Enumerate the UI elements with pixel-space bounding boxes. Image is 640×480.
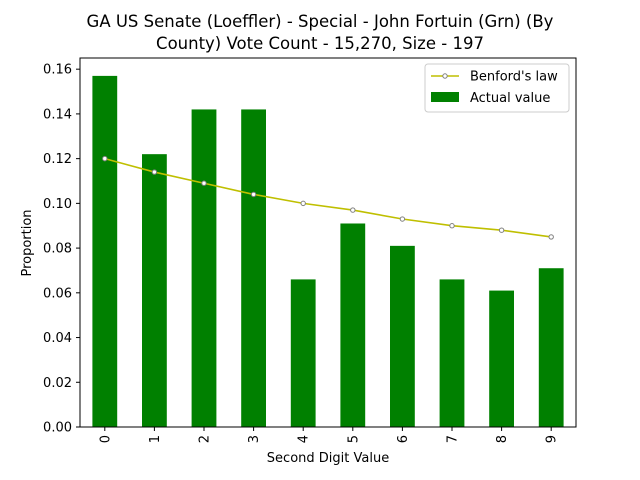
ticks-group: 0.00 0.02 0.04 0.06 0.08 0.10 0.12 0.14 0.16 0 1 2 3…: [43, 63, 560, 444]
benford-point-6: [399, 216, 406, 222]
benford-point-4: [300, 200, 306, 207]
x-tick-label: 2: [198, 435, 213, 443]
bar-digit-4: [290, 279, 316, 427]
bar-digit-3: [241, 109, 266, 427]
bar-digit-2: [191, 109, 217, 427]
x-axis-label: Second Digit Value: [267, 451, 389, 466]
x-tick-label: 0: [98, 435, 113, 443]
benford-line: [104, 157, 552, 238]
benford-point-5: [350, 207, 356, 213]
legend-label-benford: Benford's law: [470, 70, 558, 85]
y-tick-label: 0.10: [43, 197, 72, 212]
y-tick-label: 0.16: [43, 63, 72, 78]
legend-label-actual: Actual value: [470, 91, 550, 106]
legend-bar-swatch: [431, 92, 459, 102]
bar-digit-7: [439, 279, 465, 427]
legend-box: [424, 63, 570, 113]
y-tick-label: 0.08: [43, 242, 72, 257]
benford-point-8: [498, 227, 505, 233]
benford-point-3: [250, 191, 257, 198]
y-tick-label: 0.06: [43, 286, 72, 301]
x-tick-label: 3: [247, 435, 262, 443]
bar-digit-8: [489, 290, 514, 427]
x-tick-label: 7: [446, 435, 461, 443]
benford-point-0: [102, 155, 108, 162]
x-tick-label: 9: [545, 435, 560, 443]
x-tick-label: 6: [396, 435, 411, 443]
bar-digit-0: [92, 75, 118, 428]
plot-frame: [79, 57, 577, 428]
benford-point-7: [449, 223, 455, 229]
chart-title-line-2: County) Vote Count - 15,270, Size - 197: [156, 34, 484, 53]
y-tick-label: 0.12: [43, 152, 72, 167]
benford-point-1: [151, 169, 158, 175]
chart-title-line-1: GA US Senate (Loeffler) - Special - John…: [86, 12, 554, 31]
bar-digit-5: [340, 223, 366, 427]
benford-line-group: [102, 155, 554, 240]
y-tick-label: 0.02: [43, 376, 72, 391]
bar-digit-1: [142, 154, 167, 427]
legend: Benford's law Actual value: [424, 63, 570, 113]
y-tick-label: 0.04: [43, 331, 72, 346]
y-axis-label: Proportion: [20, 209, 35, 276]
benford-point-9: [548, 234, 554, 240]
y-tick-label: 0.14: [43, 107, 72, 122]
x-tick-label: 5: [346, 435, 361, 443]
x-tick-label: 4: [297, 435, 312, 443]
axes-group: [79, 57, 577, 428]
legend-line-marker: [442, 73, 448, 79]
x-tick-label: 8: [495, 435, 510, 443]
bar-digit-6: [390, 245, 415, 427]
x-tick-label: 1: [148, 435, 163, 443]
y-tick-label: 0.00: [43, 421, 72, 436]
bar-digit-9: [538, 268, 564, 427]
benford-point-2: [201, 180, 207, 186]
bars-group: [92, 75, 564, 428]
